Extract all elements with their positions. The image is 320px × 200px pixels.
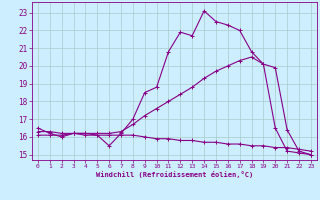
X-axis label: Windchill (Refroidissement éolien,°C): Windchill (Refroidissement éolien,°C) [96,171,253,178]
